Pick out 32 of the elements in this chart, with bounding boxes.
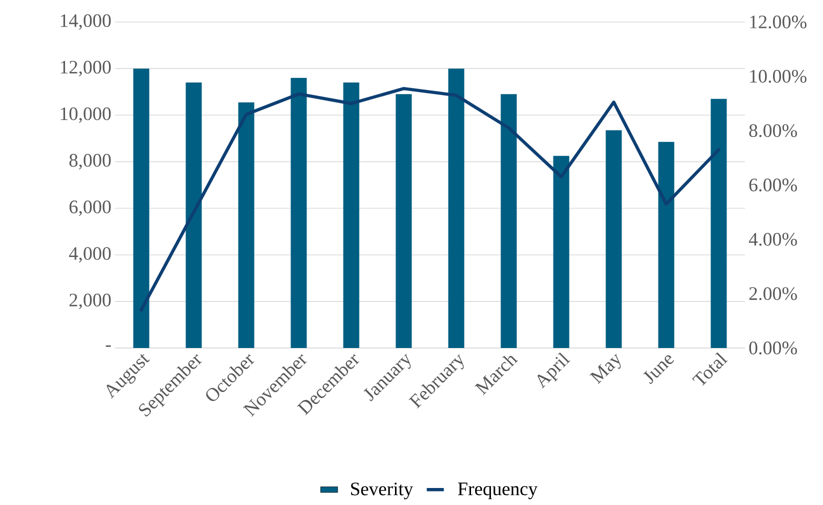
y-tick-label: 14,000 bbox=[60, 14, 111, 30]
bar bbox=[133, 68, 150, 348]
bar bbox=[396, 94, 412, 348]
bar bbox=[553, 156, 570, 348]
y-tick-label: 6,000 bbox=[70, 200, 111, 216]
bar bbox=[658, 142, 674, 348]
legend-label: Frequency bbox=[458, 482, 538, 500]
y-tick-label: 10,000 bbox=[60, 107, 111, 123]
y2-tick-label: 2.00% bbox=[749, 287, 797, 300]
y-tick-label: 2,000 bbox=[70, 294, 111, 310]
bar bbox=[500, 94, 517, 348]
bar bbox=[606, 130, 622, 348]
x-tick-label: May bbox=[590, 354, 621, 384]
bar bbox=[290, 78, 307, 348]
bar bbox=[238, 102, 254, 348]
y2-tick-label: 6.00% bbox=[749, 178, 797, 192]
y2-tick-label: 10.00% bbox=[750, 70, 806, 83]
y2-tick-label: 12.00% bbox=[750, 16, 806, 28]
y-tick-label: 8,000 bbox=[69, 154, 111, 170]
y-tick-label: - bbox=[106, 345, 111, 347]
bar bbox=[710, 98, 727, 348]
bar bbox=[186, 82, 202, 348]
bar bbox=[343, 82, 360, 348]
legend-label: Severity bbox=[351, 482, 414, 500]
y2-tick-label: 8.00% bbox=[749, 124, 797, 138]
y-tick-label: 4,000 bbox=[69, 247, 111, 263]
y-tick-label: 12,000 bbox=[60, 60, 111, 76]
line-series bbox=[140, 86, 720, 312]
x-tick-label: June bbox=[643, 355, 674, 384]
bar bbox=[448, 68, 464, 348]
y2-tick-label: 0.00% bbox=[749, 342, 797, 354]
y2-tick-label: 4.00% bbox=[748, 232, 797, 246]
